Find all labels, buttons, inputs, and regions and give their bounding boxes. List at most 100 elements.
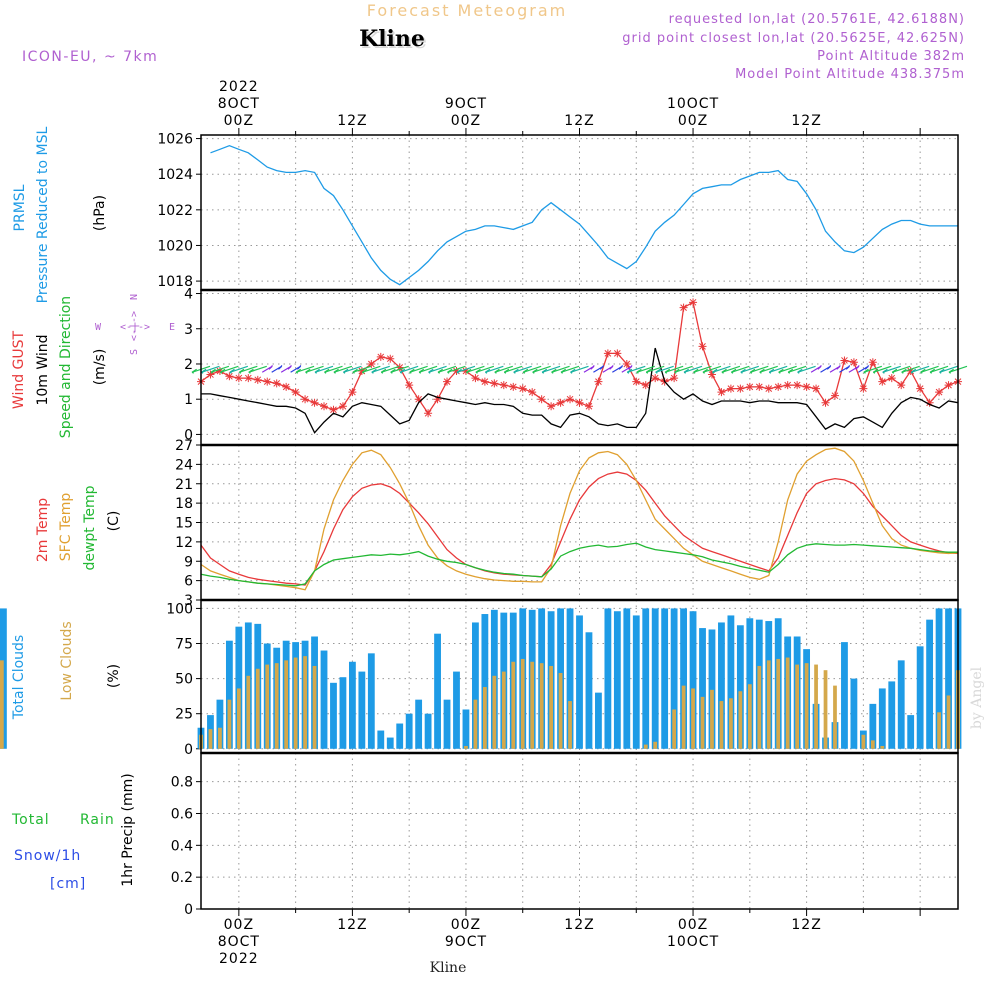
wind-arrow [664, 365, 684, 373]
wind-arrow [418, 365, 438, 373]
clouds-bar [699, 628, 706, 749]
wind-arrowhead [855, 365, 860, 370]
pressure-panel: 1018 1020 1022 1024 1026 [157, 132, 959, 291]
wind-arrowhead [485, 368, 491, 374]
precip-panel-labels: Total Rain Snow/1h [cm] 1hr Precip (mm) [11, 773, 136, 892]
gust-marker [424, 409, 433, 418]
wind-arrowhead [845, 365, 851, 370]
gust-marker [584, 402, 593, 411]
wind-direction-arrows [191, 365, 968, 374]
gust-marker [575, 398, 584, 407]
wind-arrowhead [948, 368, 954, 374]
clouds-bar [727, 615, 735, 749]
wind-arrow [636, 365, 655, 373]
wind-arrowhead [590, 365, 595, 370]
wind-arrow [787, 365, 807, 373]
pressure-line [210, 145, 958, 286]
clouds-bar [710, 689, 714, 749]
gust-marker [405, 381, 414, 390]
compass-east: E [169, 322, 175, 333]
compass-west: W [95, 322, 102, 333]
gust-marker [490, 379, 499, 388]
temperature-line [200, 542, 958, 587]
wind-arrowhead [361, 368, 368, 374]
precipitation-ytick-label: 0.2 [171, 870, 193, 886]
wind-arrowhead [418, 368, 425, 374]
wind-arrow [721, 365, 741, 373]
wind-arrowhead [655, 368, 661, 374]
wind-arrow [939, 365, 958, 373]
wind-arrowhead [599, 365, 605, 370]
gust-marker [641, 381, 650, 390]
wind-arrowhead [817, 365, 822, 370]
gust-marker [802, 382, 811, 391]
wind-arrow [712, 365, 731, 373]
compass-rose: N S W E <-|-> <-|-> [95, 294, 175, 355]
wind-arrow [901, 365, 920, 373]
wind-arrowhead [626, 368, 633, 374]
wind-arrowhead [399, 368, 406, 374]
gust-marker [433, 395, 442, 404]
clouds-bar [558, 672, 563, 749]
temperature-ytick-label: 15 [175, 516, 193, 532]
wind-arrowhead [295, 368, 302, 374]
gust-marker [386, 354, 395, 363]
clouds-bar [785, 657, 790, 749]
wind-arrowhead [778, 368, 784, 374]
clouds-bar [718, 622, 725, 749]
wind-arrow [220, 365, 239, 373]
clouds-bar [689, 611, 697, 749]
gust-marker [528, 388, 537, 397]
clouds-bar [339, 677, 347, 749]
wind-arrowhead [674, 368, 680, 374]
wind-arrowhead [494, 368, 500, 374]
wind-arrow [399, 365, 419, 373]
wind-arrowhead [787, 368, 794, 374]
time-label: 12Z [564, 113, 594, 129]
gust-marker [395, 363, 404, 372]
gust-marker [320, 402, 329, 411]
wind-arrowhead [268, 365, 273, 370]
clouds-bar [729, 698, 733, 749]
wind-arrow [532, 365, 551, 373]
wind-arrow [655, 365, 674, 373]
clouds-bar [492, 675, 497, 749]
clouds-ytick-label: 100 [166, 601, 193, 617]
wind-arrowhead [618, 365, 623, 370]
wind-arrowhead [210, 368, 216, 374]
wind-arrow [570, 365, 589, 373]
gust-marker [518, 384, 527, 393]
time-label: 00Z [224, 113, 254, 129]
wind-arrowhead [920, 368, 926, 374]
wind-arrowhead [437, 368, 444, 374]
wind-arrowhead [872, 368, 879, 374]
compass-horizontal-arrows: <-|-> [120, 322, 150, 333]
gust-marker [821, 398, 830, 407]
gust-marker [745, 382, 754, 391]
clouds-bar [613, 611, 621, 749]
wind-arrow [390, 365, 409, 373]
wind-arrowhead [447, 368, 453, 374]
temp-dewpt-label: dewpt Temp [82, 485, 98, 570]
clouds-bar [225, 640, 233, 749]
time-label: 12Z [564, 917, 594, 933]
wind-arrow [513, 365, 532, 373]
wind-arrowhead [532, 368, 538, 374]
wind-arrowhead [278, 365, 283, 370]
wind-arrowhead [238, 368, 245, 374]
clouds-bar [585, 632, 593, 749]
wind-arrow [343, 365, 362, 373]
gust-marker [272, 379, 281, 388]
clouds-bar [937, 712, 941, 749]
clouds-bar [377, 730, 385, 749]
precip-rain-label: Rain [80, 812, 115, 828]
gust-marker [679, 303, 688, 312]
clouds-bar [736, 625, 744, 749]
temperature-ytick-label: 21 [175, 477, 193, 493]
wind-arrowhead [296, 365, 302, 370]
compass-vertical-arrows: <-|-> [129, 311, 140, 341]
gust-marker [348, 388, 357, 397]
gust-marker [461, 367, 470, 376]
